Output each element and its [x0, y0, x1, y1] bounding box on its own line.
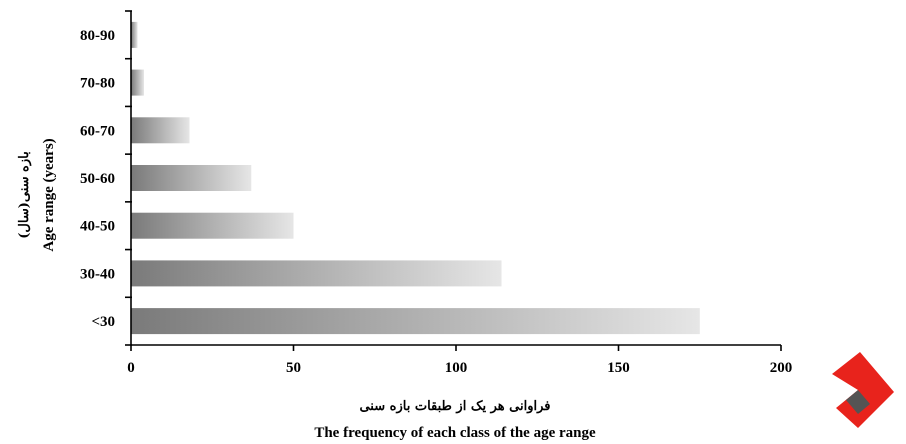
y-axis-title-en: Age range (years) [41, 138, 57, 251]
bar-40-50 [131, 212, 294, 239]
x-axis: 0 50 100 150 200 [127, 344, 793, 376]
bar-<30 [131, 308, 700, 335]
x-axis-title-fa: فراوانی هر یک از طبقات بازه سنی [359, 399, 550, 414]
y-tick-label: 40-50 [80, 219, 115, 235]
bar-60-70 [131, 117, 190, 144]
y-tick-label: 60-70 [80, 123, 115, 139]
bar-80-90 [131, 21, 138, 48]
y-tick-label: 70-80 [80, 76, 115, 92]
y-tick-label: 50-60 [80, 171, 115, 187]
x-tick-label: 200 [770, 360, 793, 376]
x-tick-label: 100 [445, 360, 468, 376]
y-tick-label: 80-90 [80, 28, 115, 44]
y-tick-label: 30-40 [80, 266, 115, 282]
bars-group [131, 21, 700, 335]
watermark-logo [832, 352, 894, 428]
bar-30-40 [131, 260, 502, 287]
x-tick-label: 150 [607, 360, 630, 376]
y-axis: <30 30-40 40-50 50-60 60-70 70-80 80-90 [80, 10, 132, 346]
bar-50-60 [131, 165, 252, 191]
x-axis-title-en: The frequency of each class of the age r… [314, 425, 596, 441]
x-tick-label: 0 [127, 360, 135, 376]
bar-70-80 [131, 69, 144, 96]
y-tick-label: <30 [91, 314, 115, 330]
x-tick-label: 50 [286, 360, 301, 376]
y-axis-title-fa: بازه سنی(سال) [17, 151, 32, 238]
